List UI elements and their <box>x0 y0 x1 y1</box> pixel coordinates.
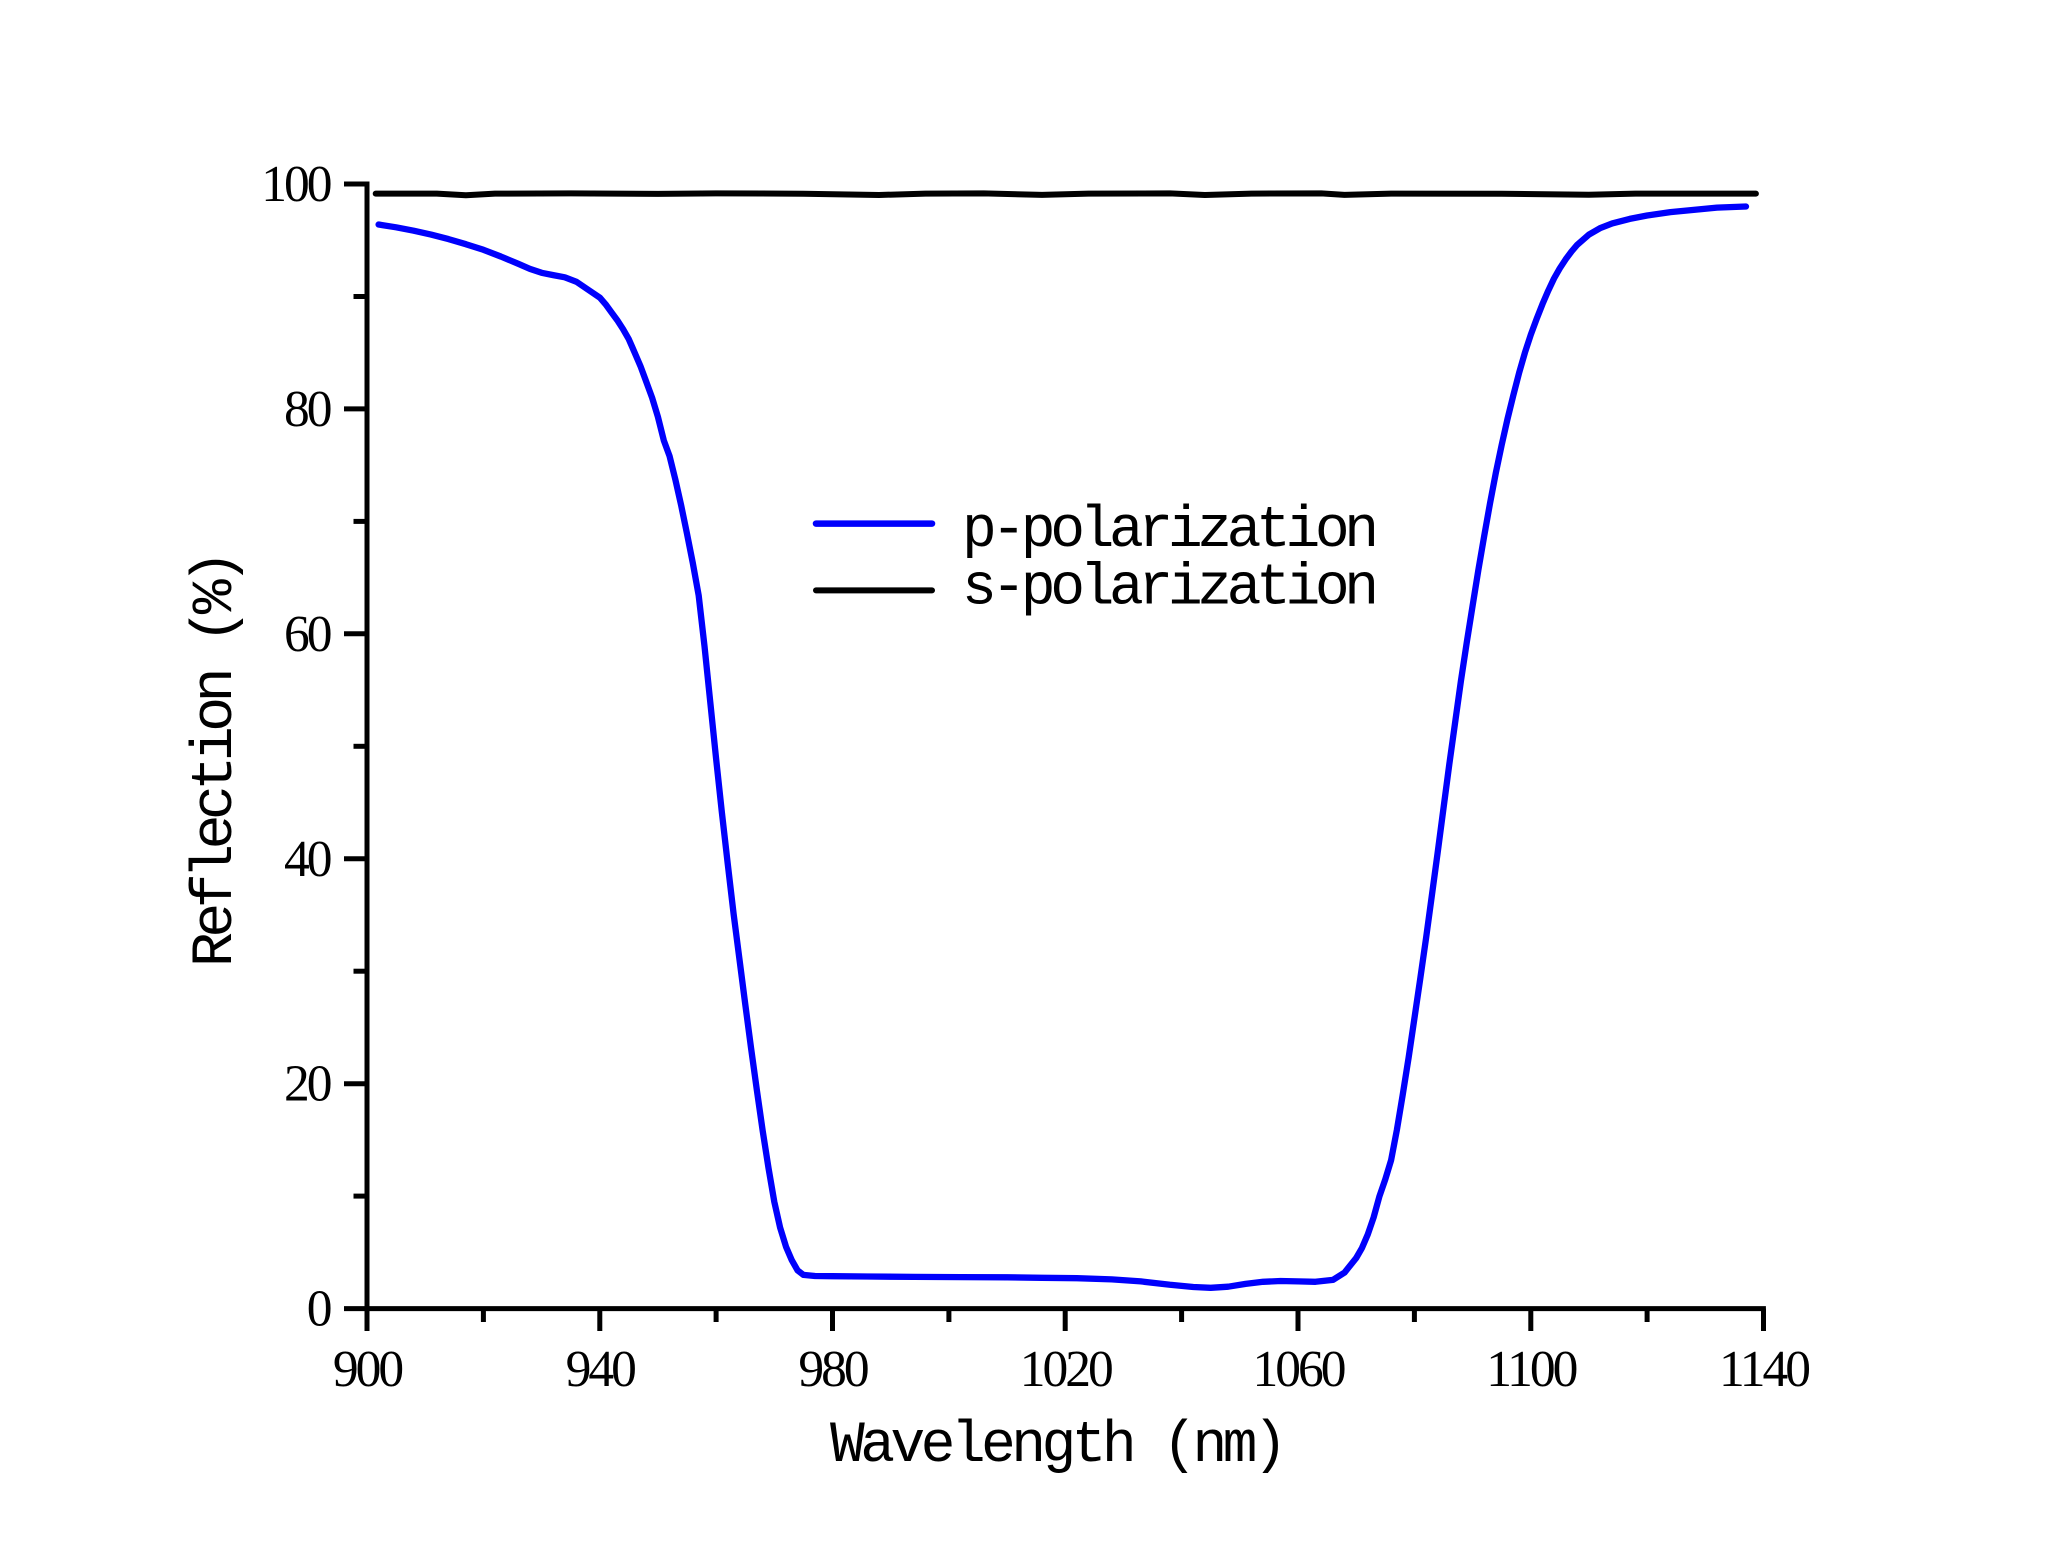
svg-text:40: 40 <box>284 831 331 888</box>
svg-text:1140: 1140 <box>1719 1341 1809 1398</box>
svg-text:80: 80 <box>284 381 331 438</box>
svg-text:20: 20 <box>284 1056 331 1113</box>
svg-text:1060: 1060 <box>1253 1341 1345 1398</box>
svg-text:1100: 1100 <box>1486 1341 1576 1398</box>
svg-text:100: 100 <box>261 156 331 213</box>
svg-text:1020: 1020 <box>1020 1341 1112 1398</box>
svg-text:Wavelength (nm): Wavelength (nm) <box>830 1414 1283 1479</box>
svg-text:940: 940 <box>566 1341 636 1398</box>
svg-text:s-polarization: s-polarization <box>962 556 1374 621</box>
svg-text:980: 980 <box>798 1341 868 1398</box>
svg-text:Reflection (%): Reflection (%) <box>184 555 249 967</box>
svg-text:0: 0 <box>307 1281 331 1338</box>
svg-text:900: 900 <box>333 1341 403 1398</box>
svg-text:p-polarization: p-polarization <box>962 499 1374 564</box>
svg-text:60: 60 <box>284 606 331 663</box>
